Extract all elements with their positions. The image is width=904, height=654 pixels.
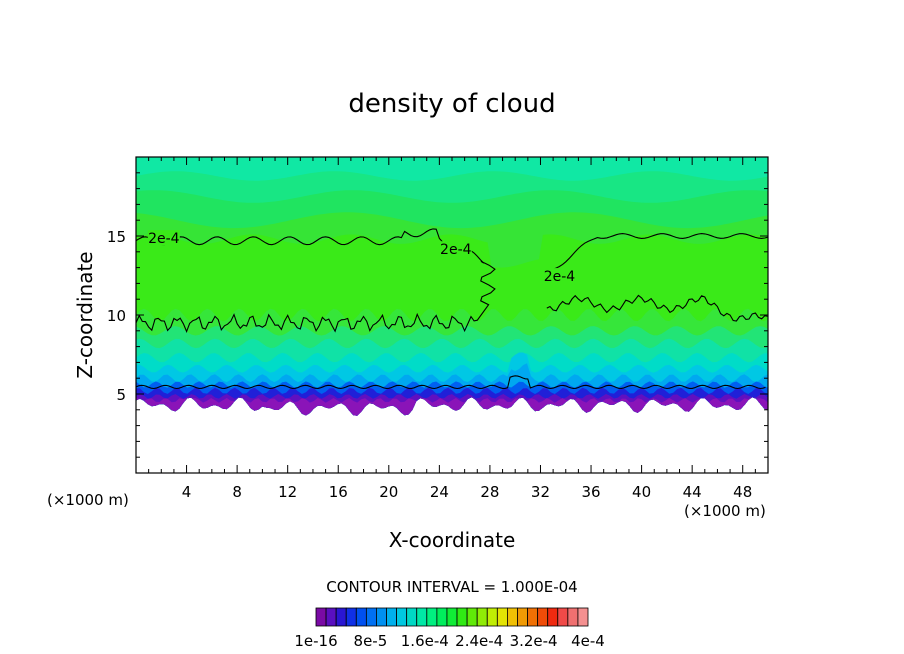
y-axis-label: Z-coordinate: [73, 251, 97, 378]
contour-label-0: 2e-4: [148, 231, 180, 247]
colorbar-label-4: 3.2e-4: [510, 632, 558, 650]
x-tick-label: 24: [430, 483, 449, 501]
colorbar-label-3: 2.4e-4: [455, 632, 503, 650]
colorbar-label-1: 8e-5: [354, 632, 388, 650]
x-tick-label: 16: [329, 483, 348, 501]
colorbar-swatch-26: [577, 607, 589, 627]
colorbar-swatch-24: [557, 607, 569, 627]
density-bands: [136, 157, 768, 416]
contour-lines: 2e-4 2e-4 2e-4: [136, 228, 768, 390]
x-tick-label: 4: [182, 483, 192, 501]
colorbar-swatch-10: [416, 607, 428, 627]
colorbar-swatch-8: [396, 607, 408, 627]
colorbar-swatch-23: [547, 607, 559, 627]
x-tick-label: 36: [581, 483, 600, 501]
contour-interval: CONTOUR INTERVAL = 1.000E-04: [326, 578, 577, 596]
x-tick-label: 12: [278, 483, 297, 501]
colorbar-swatch-9: [406, 607, 418, 627]
density-band-14: [136, 397, 768, 416]
plot-field: 2e-4 2e-4 2e-4: [136, 157, 768, 473]
x-axis-label: X-coordinate: [389, 528, 516, 552]
contour-line-right-top: [546, 233, 768, 273]
colorbar-label-0: 1e-16: [294, 632, 337, 650]
x-tick-label: 20: [379, 483, 398, 501]
colorbar-swatch-17: [486, 607, 498, 627]
y-tick-label: 10: [107, 307, 126, 325]
colorbar: [315, 607, 589, 627]
contour-line-left: [136, 228, 496, 333]
colorbar-swatch-6: [376, 607, 387, 627]
colorbar-labels: 1e-16 8e-5 1.6e-4 2.4e-4 3.2e-4 4e-4: [294, 632, 605, 650]
y-tick-label: 5: [116, 386, 126, 404]
contour-label-bg-1: [439, 241, 472, 257]
colorbar-label-5: 4e-4: [571, 632, 605, 650]
colorbar-swatch-1: [325, 607, 337, 627]
colorbar-swatch-16: [476, 607, 488, 627]
x-tick-label: 48: [733, 483, 752, 501]
colorbar-swatch-3: [345, 607, 357, 627]
colorbar-swatch-11: [426, 607, 438, 627]
x-tick-label: 28: [480, 483, 499, 501]
colorbar-swatch-0: [315, 607, 327, 627]
colorbar-swatch-12: [436, 607, 448, 627]
colorbar-swatch-13: [446, 607, 458, 627]
x-tick-label: 8: [232, 483, 242, 501]
colorbar-swatch-19: [507, 607, 518, 627]
colorbar-swatch-22: [537, 607, 549, 627]
y-tick-label: 15: [107, 228, 126, 246]
contour-label-bg-2: [543, 268, 576, 284]
contour-line-right-bottom: [546, 294, 768, 322]
chart-title: density of cloud: [348, 89, 555, 119]
colorbar-swatch-7: [386, 607, 397, 627]
colorbar-swatch-20: [517, 607, 528, 627]
x-tick-label: 44: [683, 483, 702, 501]
colorbar-swatch-21: [527, 607, 539, 627]
x-tick-label: 40: [632, 483, 651, 501]
colorbar-swatch-15: [466, 607, 478, 627]
colorbar-label-2: 1.6e-4: [401, 632, 449, 650]
x-unit-right: (×1000 m): [684, 502, 766, 520]
colorbar-swatch-4: [355, 607, 367, 627]
contour-label-2: 2e-4: [544, 269, 576, 285]
x-unit-left: (×1000 m): [47, 491, 129, 509]
colorbar-swatch-14: [456, 607, 468, 627]
contour-line-base: [136, 375, 766, 390]
contour-label-bg-0: [147, 230, 180, 246]
contour-label-1: 2e-4: [440, 242, 472, 258]
colorbar-swatch-25: [567, 607, 579, 627]
colorbar-swatch-5: [365, 607, 377, 627]
x-tick-label: 32: [531, 483, 550, 501]
colorbar-swatch-2: [335, 607, 347, 627]
colorbar-swatch-18: [496, 607, 508, 627]
